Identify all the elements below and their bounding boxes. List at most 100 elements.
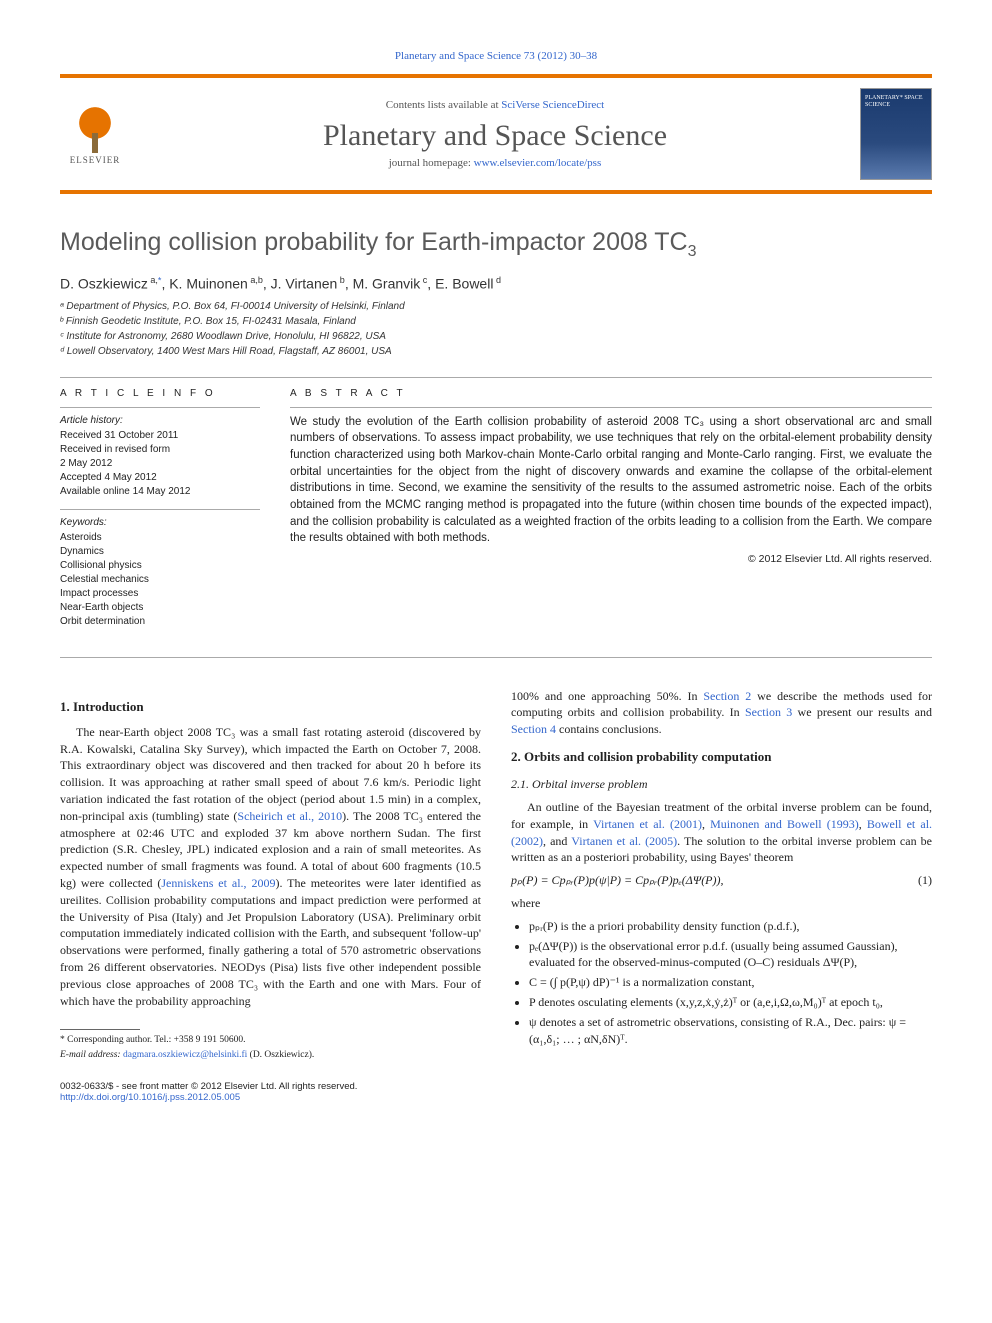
homepage-prefix: journal homepage:	[389, 157, 474, 169]
footnotes: * Corresponding author. Tel.: +358 9 191…	[60, 1034, 481, 1061]
scidirect-link[interactable]: SciVerse ScienceDirect	[501, 99, 604, 111]
elsevier-tree-icon	[70, 103, 120, 153]
article-title: Modeling collision probability for Earth…	[60, 228, 932, 261]
equation: pₚ(P) = Cpₚᵣ(P)p(ψ|P) = Cpₚᵣ(P)pₑ(ΔΨ(P))…	[511, 872, 724, 889]
text-run: 100% and one approaching 50%. In	[511, 689, 703, 703]
title-text: Modeling collision probability for Earth…	[60, 228, 688, 256]
author-list: D. Oszkiewicz a,*, K. Muinonen a,b, J. V…	[60, 275, 932, 292]
history-item: Accepted 4 May 2012	[60, 471, 260, 485]
definition-list: pₚᵣ(P) is the a priori probability densi…	[511, 918, 932, 1048]
issn-line: 0032-0633/$ - see front matter © 2012 El…	[60, 1081, 357, 1092]
citation-link[interactable]: Muinonen and Bowell (1993)	[710, 817, 859, 831]
text-run: ). The meteorites were later identified …	[60, 876, 481, 1008]
corresponding-mark[interactable]: *	[158, 276, 162, 292]
text-run: we present our results and	[792, 705, 932, 719]
section-link[interactable]: Section 2	[703, 689, 751, 703]
contents-prefix: Contents lists available at	[386, 99, 501, 111]
where-label: where	[511, 895, 932, 912]
section-heading: 1. Introduction	[60, 698, 481, 716]
keyword: Celestial mechanics	[60, 573, 260, 587]
list-item: ψ denotes a set of astrometric observati…	[529, 1014, 932, 1048]
divider	[60, 407, 260, 408]
keywords-label: Keywords:	[60, 516, 260, 530]
history-item: Received 31 October 2011	[60, 429, 260, 443]
divider	[60, 377, 932, 378]
author-mark: d	[493, 275, 501, 285]
publisher-name: ELSEVIER	[70, 155, 121, 165]
affiliation: ᵈ Lowell Observatory, 1400 West Mars Hil…	[60, 345, 932, 359]
section-heading: 2. Orbits and collision probability comp…	[511, 748, 932, 766]
corresponding-note: * Corresponding author. Tel.: +358 9 191…	[60, 1034, 481, 1046]
section-link[interactable]: Section 3	[745, 705, 792, 719]
article-info-heading: A R T I C L E I N F O	[60, 388, 260, 399]
subsection-heading: 2.1. Orbital inverse problem	[511, 776, 932, 793]
affiliation: ᶜ Institute for Astronomy, 2680 Woodlawn…	[60, 330, 932, 344]
divider	[290, 407, 932, 408]
keyword: Near-Earth objects	[60, 601, 260, 615]
history-label: Article history:	[60, 414, 260, 428]
keyword: Collisional physics	[60, 559, 260, 573]
abstract: A B S T R A C T We study the evolution o…	[290, 388, 932, 639]
affiliation: ᵃ Department of Physics, P.O. Box 64, FI…	[60, 300, 932, 314]
email-note: E-mail address: dagmara.oszkiewicz@helsi…	[60, 1049, 481, 1061]
history-item: 2 May 2012	[60, 457, 260, 471]
text-run: ,	[702, 817, 710, 831]
author: K. Muinonen	[169, 276, 248, 292]
author-mark: c	[420, 275, 427, 285]
keyword: Orbit determination	[60, 615, 260, 629]
keyword: Asteroids	[60, 531, 260, 545]
journal-cover-thumb	[860, 88, 932, 180]
text-run: contains conclusions.	[556, 722, 662, 736]
author-mark: a,	[148, 275, 158, 285]
keyword: Dynamics	[60, 545, 260, 559]
equation-number: (1)	[918, 872, 932, 889]
author: J. Virtanen	[271, 276, 338, 292]
text-run: , and	[543, 834, 571, 848]
abstract-text: We study the evolution of the Earth coll…	[290, 414, 932, 547]
author-mark: b	[337, 275, 345, 285]
running-head: Planetary and Space Science 73 (2012) 30…	[60, 50, 932, 62]
section-link[interactable]: Section 4	[511, 722, 556, 736]
list-item: P denotes osculating elements (x,y,z,ẋ,ẏ…	[529, 994, 932, 1011]
body-columns: 1. Introduction The near-Earth object 20…	[60, 688, 932, 1061]
author-mark: a,b	[248, 275, 263, 285]
list-item: C = (∫ p(P,ψ) dP)⁻¹ is a normalization c…	[529, 974, 932, 991]
history-item: Available online 14 May 2012	[60, 485, 260, 499]
abstract-copyright: © 2012 Elsevier Ltd. All rights reserved…	[290, 553, 932, 565]
equation-line: pₚ(P) = Cpₚᵣ(P)p(ψ|P) = Cpₚᵣ(P)pₑ(ΔΨ(P))…	[511, 872, 932, 889]
citation-link[interactable]: Virtanen et al. (2005)	[571, 834, 677, 848]
list-item: pₚᵣ(P) is the a priori probability densi…	[529, 918, 932, 935]
author: E. Bowell	[435, 276, 493, 292]
author: M. Granvik	[353, 276, 421, 292]
homepage-line: journal homepage: www.elsevier.com/locat…	[148, 157, 842, 169]
email-link[interactable]: dagmara.oszkiewicz@helsinki.fi	[123, 1050, 247, 1060]
masthead: ELSEVIER Contents lists available at Sci…	[60, 74, 932, 194]
abstract-heading: A B S T R A C T	[290, 388, 932, 399]
list-item: pₑ(ΔΨ(P)) is the observational error p.d…	[529, 938, 932, 972]
author: D. Oszkiewicz	[60, 276, 148, 292]
divider	[60, 509, 260, 510]
footer-bar: 0032-0633/$ - see front matter © 2012 El…	[60, 1081, 932, 1103]
history-item: Received in revised form	[60, 443, 260, 457]
article-info: A R T I C L E I N F O Article history: R…	[60, 388, 260, 639]
citation-link[interactable]: Virtanen et al. (2001)	[593, 817, 702, 831]
text-run: ,	[859, 817, 867, 831]
citation-link[interactable]: Scheirich et al., 2010	[237, 809, 342, 823]
journal-name: Planetary and Space Science	[148, 119, 842, 153]
doi-link[interactable]: http://dx.doi.org/10.1016/j.pss.2012.05.…	[60, 1092, 240, 1103]
body-paragraph: The near-Earth object 2008 TC₃ was a sma…	[60, 724, 481, 1010]
publisher-logo: ELSEVIER	[60, 94, 130, 174]
email-label: E-mail address:	[60, 1050, 123, 1060]
contents-line: Contents lists available at SciVerse Sci…	[148, 99, 842, 111]
email-who: (D. Oszkiewicz).	[247, 1050, 314, 1060]
affiliations: ᵃ Department of Physics, P.O. Box 64, FI…	[60, 300, 932, 359]
homepage-link[interactable]: www.elsevier.com/locate/pss	[474, 157, 602, 169]
title-subscript: 3	[688, 243, 697, 260]
footnote-rule	[60, 1029, 140, 1030]
body-paragraph: An outline of the Bayesian treatment of …	[511, 799, 932, 866]
affiliation: ᵇ Finnish Geodetic Institute, P.O. Box 1…	[60, 315, 932, 329]
body-paragraph: 100% and one approaching 50%. In Section…	[511, 688, 932, 738]
keyword: Impact processes	[60, 587, 260, 601]
citation-link[interactable]: Jenniskens et al., 2009	[161, 876, 275, 890]
divider	[60, 657, 932, 658]
